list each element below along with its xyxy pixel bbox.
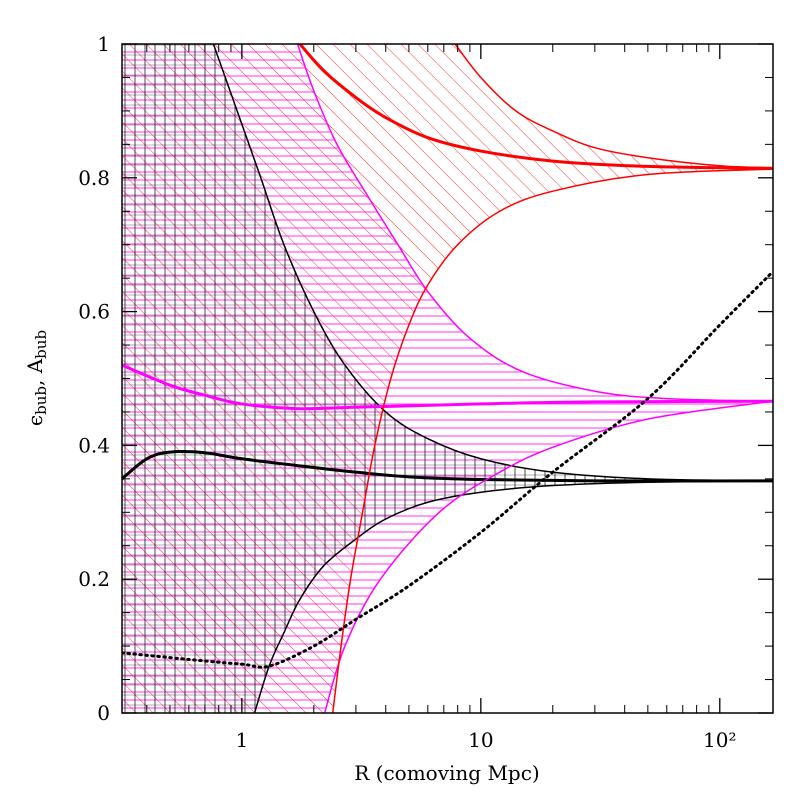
curve xyxy=(323,400,773,713)
bands xyxy=(122,44,773,713)
curve xyxy=(212,44,773,482)
y-tick-label: 0.2 xyxy=(78,567,110,591)
y-label-subscript: bub xyxy=(32,330,50,359)
curves xyxy=(122,44,773,713)
y-tick-label: 0.6 xyxy=(78,300,110,324)
axes: 0 0.2 0.4 0.6 0.8 1 1 10 10² xyxy=(78,32,773,752)
x-axis-label: R (comoving Mpc) xyxy=(354,761,540,785)
curve xyxy=(454,44,773,169)
curve xyxy=(122,363,773,411)
x-tick-label: 10 xyxy=(468,728,493,752)
y-tick-label: 1 xyxy=(97,32,110,56)
y-axis-label: ϵbub, Abub xyxy=(23,330,50,426)
y-tick-label: 0.8 xyxy=(78,166,110,190)
hatched-band xyxy=(122,44,773,713)
curve xyxy=(122,450,773,483)
x-tick-label: 10² xyxy=(703,728,736,752)
curve xyxy=(298,44,773,170)
curve xyxy=(122,269,773,669)
y-tick-label: 0 xyxy=(97,701,110,725)
x-tick-label: 1 xyxy=(236,728,249,752)
curve xyxy=(331,168,773,713)
curve xyxy=(253,480,773,713)
y-label-part: ϵ xyxy=(23,415,47,426)
y-label-subscript: bub xyxy=(32,386,50,415)
y-tick-label: 0.4 xyxy=(78,433,110,457)
curve xyxy=(296,44,773,402)
y-label-part: , A xyxy=(23,358,47,386)
